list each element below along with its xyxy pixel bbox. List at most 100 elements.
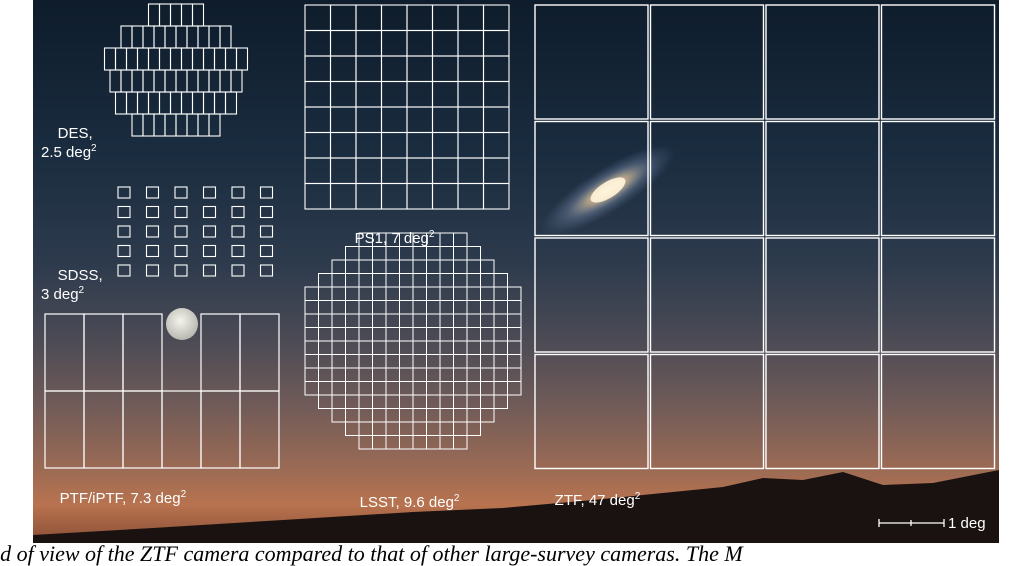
lsst-ccd: [466, 367, 481, 382]
sdss-ccd: [174, 186, 188, 199]
des-area: 2.5 deg: [41, 144, 92, 161]
lsst-ccd: [439, 394, 454, 409]
sdss-ccd: [259, 186, 274, 199]
des-ccd: [213, 91, 227, 115]
ps1-ccd: [355, 182, 383, 210]
lsst-ccd: [466, 408, 481, 423]
lsst-ccd: [399, 340, 414, 355]
des-ccd: [224, 47, 238, 71]
lsst-ccd: [466, 327, 481, 342]
lsst-ccd: [358, 435, 373, 450]
sdss-ccd: [117, 186, 131, 199]
lsst-ccd: [345, 381, 360, 396]
ps1-ccd: [329, 4, 357, 32]
ps1-ccd: [457, 29, 485, 57]
des-ccd: [224, 91, 238, 115]
lsst-ccd: [426, 381, 441, 396]
lsst-ccd: [358, 354, 373, 369]
lsst-ccd: [412, 313, 427, 328]
des-ccd: [202, 47, 216, 71]
ptf-ccd: [44, 313, 85, 392]
lsst-ccd: [318, 394, 333, 409]
lsst-ccd: [493, 394, 508, 409]
sdss-ccd: [145, 244, 160, 258]
ps1-ccd: [431, 80, 459, 108]
des-ccd: [158, 47, 172, 71]
scale-bar: [878, 519, 945, 527]
lsst-ccd: [372, 327, 387, 342]
lsst-ccd: [345, 340, 360, 355]
lsst-ccd: [480, 327, 495, 342]
ps1-ccd: [355, 131, 383, 159]
ps1-ccd: [482, 106, 510, 134]
lsst-ccd: [304, 327, 319, 342]
des-label: DES, 2.5 deg2: [41, 105, 97, 181]
ps1-ccd: [304, 55, 332, 83]
lsst-ccd: [466, 273, 481, 288]
lsst-ccd: [372, 313, 387, 328]
lsst-ccd: [318, 327, 333, 342]
sdss-ccd: [117, 264, 131, 277]
des-ccd: [197, 69, 210, 93]
des-exp: 2: [91, 143, 97, 154]
ptf-ccd: [200, 390, 241, 469]
des-ccd: [164, 25, 177, 49]
moon: [166, 308, 198, 340]
lsst-ccd: [480, 354, 495, 369]
ps1-ccd: [482, 4, 510, 32]
lsst-ccd: [507, 313, 522, 328]
lsst-ccd: [358, 408, 373, 423]
lsst-ccd: [345, 367, 360, 382]
ztf-exp: 2: [634, 491, 641, 502]
lsst-ccd: [493, 286, 508, 301]
des-ccd: [103, 47, 117, 71]
ptf-ccd: [83, 390, 124, 469]
lsst-ccd: [480, 286, 495, 301]
des-ccd: [142, 113, 155, 137]
des-ccd: [197, 25, 210, 49]
lsst-ccd: [426, 408, 441, 423]
des-ccd: [208, 25, 221, 49]
ps1-ccd: [304, 131, 332, 159]
lsst-exp: 2: [453, 493, 460, 504]
lsst-ccd: [412, 300, 427, 315]
lsst-ccd: [426, 354, 441, 369]
lsst-ccd: [331, 408, 346, 423]
sdss-ccd: [259, 244, 274, 258]
ztf-ccd: [765, 120, 880, 237]
lsst-ccd: [372, 381, 387, 396]
andromeda-galaxy: [540, 144, 676, 236]
des-ccd: [208, 69, 221, 93]
des-ccd: [125, 91, 139, 115]
des-ccd: [153, 69, 166, 93]
des-ccd: [202, 91, 216, 115]
ztf-ccd: [880, 120, 996, 237]
ps1-ccd: [406, 106, 434, 134]
ptf-ccd: [83, 313, 124, 392]
lsst-ccd: [385, 327, 400, 342]
ps1-ccd: [329, 106, 357, 134]
lsst-ccd: [426, 300, 441, 315]
ps1-ccd: [457, 157, 485, 185]
ztf-ccd: [880, 237, 996, 353]
lsst-ccd: [304, 300, 319, 315]
sdss-ccd: [174, 205, 188, 219]
lsst-ccd: [426, 367, 441, 382]
survey-fov-figure: DES, 2.5 deg2 SDSS, 3 deg2 PS1, 7 deg2 PTF…: [33, 0, 999, 543]
sdss-ccd: [117, 225, 131, 238]
ps1-ccd: [431, 131, 459, 159]
ztf-ccd: [765, 4, 880, 120]
lsst-ccd: [412, 286, 427, 301]
ps1-ccd: [380, 29, 408, 57]
ptf-label: PTF/iPTF, 7.3 deg2: [43, 470, 186, 527]
lsst-ccd: [304, 286, 319, 301]
lsst-ccd: [372, 421, 387, 436]
lsst-ccd: [493, 300, 508, 315]
lsst-ccd: [439, 408, 454, 423]
lsst-ccd: [466, 300, 481, 315]
ps1-ccd: [482, 131, 510, 159]
des-ccd: [136, 47, 150, 71]
lsst-ccd: [507, 367, 522, 382]
lsst-ccd: [345, 327, 360, 342]
sdss-ccd: [259, 264, 274, 277]
